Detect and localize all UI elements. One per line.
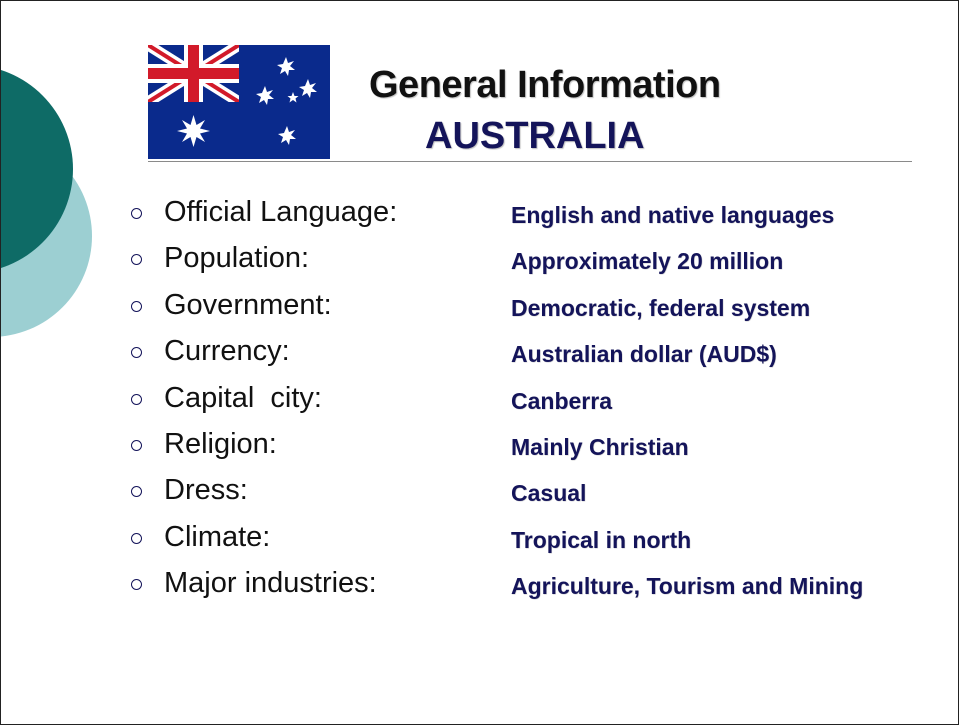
fact-climate: Climate: Tropical in north <box>1 516 958 562</box>
fact-value: Approximately 20 million <box>511 248 784 275</box>
fact-currency: Currency: Australian dollar (AUD$) <box>1 330 958 376</box>
fact-major-industries: Major industries: Agriculture, Tourism a… <box>1 562 958 608</box>
dark-teal-circle <box>1 70 73 268</box>
hollow-circle-bullet-icon <box>131 439 142 451</box>
hollow-circle-bullet-icon <box>131 579 142 591</box>
fact-label: Government: <box>164 288 332 321</box>
fact-label: Religion: <box>164 427 277 460</box>
hollow-circle-bullet-icon <box>131 254 142 266</box>
decorative-circles <box>1 70 92 337</box>
australian-flag-icon <box>148 45 330 159</box>
fact-label: Population: <box>164 242 310 275</box>
fact-label: Currency: <box>164 335 290 368</box>
fact-value: Agriculture, Tourism and Mining <box>511 573 864 600</box>
fact-government: Government: Democratic, federal system <box>1 284 958 330</box>
hollow-circle-bullet-icon <box>131 532 142 544</box>
fact-value: Mainly Christian <box>511 433 689 460</box>
fact-capital-city: Capital city: Canberra <box>1 377 958 423</box>
fact-value: Casual <box>511 480 587 507</box>
fact-value: Tropical in north <box>511 526 692 553</box>
fact-value: English and native languages <box>511 202 835 228</box>
fact-value: Australian dollar (AUD$) <box>511 341 777 368</box>
fact-label: Dress: <box>164 474 248 507</box>
slide-subtitle: AUSTRALIA <box>425 115 645 157</box>
hollow-circle-bullet-icon <box>131 347 142 359</box>
slide-title: General Information <box>369 64 721 106</box>
hollow-circle-bullet-icon <box>131 300 142 312</box>
fact-value: Democratic, federal system <box>511 294 811 321</box>
fact-official-language: Official Language: English and native la… <box>1 191 958 237</box>
fact-dress: Dress: Casual <box>1 469 958 515</box>
fact-label: Official Language: <box>164 196 398 228</box>
fact-value: Canberra <box>511 387 612 414</box>
title-divider <box>148 161 912 162</box>
fact-religion: Religion: Mainly Christian <box>1 423 958 469</box>
fact-population: Population: Approximately 20 million <box>1 237 958 283</box>
fact-label: Major industries: <box>164 567 377 600</box>
hollow-circle-bullet-icon <box>131 393 142 405</box>
fact-label: Capital city: <box>164 381 322 414</box>
hollow-circle-bullet-icon <box>131 486 142 498</box>
fact-label: Climate: <box>164 520 271 553</box>
facts-list: Official Language: English and native la… <box>1 191 958 609</box>
hollow-circle-bullet-icon <box>131 208 142 219</box>
